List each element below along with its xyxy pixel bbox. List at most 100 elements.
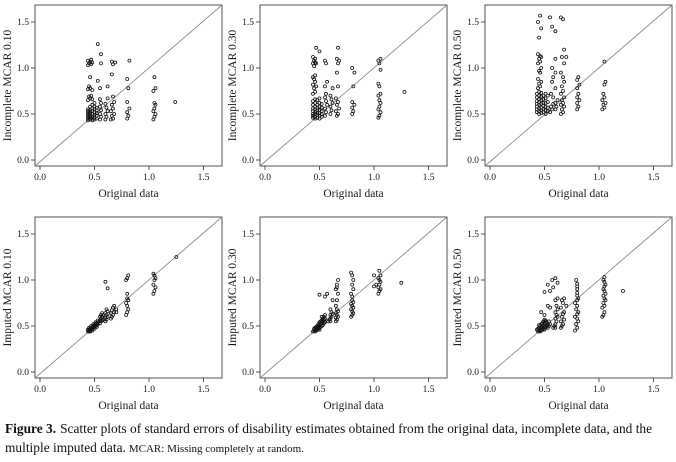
data-point <box>111 94 115 99</box>
y-tick-label: 1.0 <box>467 276 479 286</box>
data-point <box>173 100 178 104</box>
data-point <box>88 75 92 80</box>
x-tick-label: 1.5 <box>648 173 660 183</box>
data-point <box>330 86 335 91</box>
data-point <box>575 281 580 286</box>
data-point <box>313 112 317 116</box>
data-point <box>575 95 580 100</box>
data-point <box>313 90 317 94</box>
data-point <box>319 102 324 106</box>
data-point <box>548 322 552 327</box>
x-tick-label: 1.5 <box>423 173 435 183</box>
data-point <box>539 105 544 110</box>
identity-line <box>259 4 448 167</box>
data-point <box>88 112 92 116</box>
x-tick-label: 0.5 <box>314 385 326 395</box>
data-point <box>577 82 582 87</box>
data-point <box>541 107 546 112</box>
data-point <box>314 61 319 66</box>
data-point <box>559 70 563 75</box>
data-point <box>334 96 338 101</box>
data-point <box>151 271 156 276</box>
data-point <box>89 93 94 98</box>
data-point <box>350 282 355 287</box>
x-tick-label: 0.5 <box>314 173 326 183</box>
data-point <box>109 109 113 114</box>
data-point <box>86 111 90 115</box>
data-point <box>551 102 556 106</box>
data-point <box>93 320 98 325</box>
y-tick-label: 0.0 <box>467 156 479 166</box>
y-axis-label: Imputed MCAR 0.50 <box>452 248 464 346</box>
data-point <box>322 314 326 319</box>
data-point <box>112 100 116 104</box>
y-tick-label: 1.5 <box>467 18 479 28</box>
x-tick-label: 1.0 <box>143 385 155 395</box>
data-point <box>336 291 340 296</box>
data-point <box>561 322 565 327</box>
y-axis-label: Incomplete MCAR 0.30 <box>227 30 239 142</box>
data-point <box>539 66 544 70</box>
data-point <box>574 322 578 327</box>
y-tick-label: 1.0 <box>17 64 29 74</box>
data-point <box>110 113 114 118</box>
data-point <box>551 95 556 100</box>
data-point <box>560 298 564 303</box>
data-point <box>98 112 102 116</box>
y-tick-label: 0.5 <box>17 110 29 120</box>
data-point <box>86 118 90 123</box>
data-point <box>351 109 356 114</box>
y-tick-label: 0.0 <box>242 156 254 166</box>
data-point <box>99 61 103 66</box>
data-point <box>124 301 128 305</box>
data-point <box>575 316 580 321</box>
data-point <box>127 58 132 63</box>
data-point <box>315 113 320 117</box>
data-point <box>337 58 341 63</box>
data-point <box>537 93 541 98</box>
data-point <box>317 108 322 113</box>
data-point <box>543 112 548 116</box>
data-point <box>560 55 564 59</box>
data-point <box>104 105 109 110</box>
data-point <box>543 96 548 101</box>
data-point <box>376 276 381 281</box>
data-point <box>174 255 179 259</box>
data-point <box>562 104 566 109</box>
data-point <box>377 268 382 273</box>
data-point <box>536 20 540 24</box>
data-point <box>576 104 581 109</box>
data-point <box>313 101 317 105</box>
data-point <box>537 68 541 73</box>
data-point <box>574 278 578 282</box>
x-axis-label: Original data <box>98 188 158 200</box>
data-point <box>545 100 550 104</box>
data-point <box>535 95 539 100</box>
data-point <box>553 56 558 61</box>
data-point <box>328 93 333 98</box>
data-point <box>377 98 382 103</box>
data-point <box>350 66 355 70</box>
data-point <box>539 26 544 31</box>
data-point <box>92 326 97 331</box>
y-axis-label: Incomplete MCAR 0.50 <box>452 30 464 142</box>
data-point <box>328 307 333 312</box>
y-tick-label: 1.0 <box>17 276 29 286</box>
data-point <box>335 313 339 317</box>
data-point <box>551 285 556 290</box>
data-point <box>553 325 558 330</box>
data-point <box>91 322 96 327</box>
data-point <box>545 105 550 110</box>
data-point <box>125 291 130 296</box>
data-point <box>548 305 552 310</box>
data-point <box>87 84 91 89</box>
data-point <box>335 70 339 75</box>
data-point <box>536 77 540 81</box>
data-point <box>126 307 131 312</box>
data-point <box>323 106 327 111</box>
y-tick-label: 1.0 <box>467 64 479 74</box>
data-point <box>88 115 92 120</box>
x-tick-label: 0.0 <box>484 385 496 395</box>
data-point <box>325 102 329 107</box>
data-point <box>576 75 581 80</box>
